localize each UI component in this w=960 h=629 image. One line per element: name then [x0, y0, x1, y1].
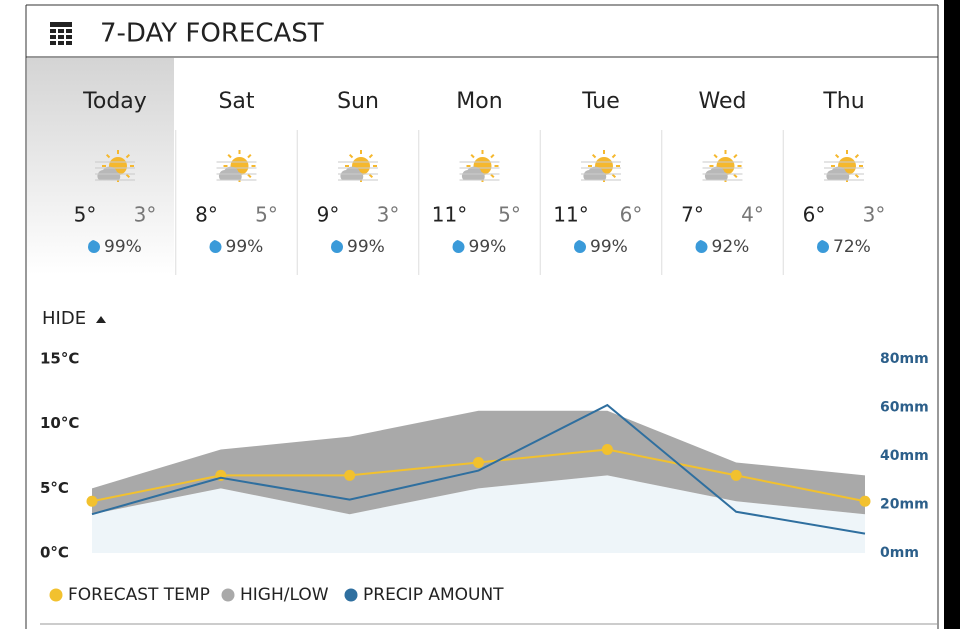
- legend-label: HIGH/LOW: [240, 585, 329, 605]
- sun-ray: [611, 173, 617, 179]
- weather-icon: [581, 150, 621, 182]
- y-tick-label: 0°C: [40, 544, 69, 562]
- high-temp: 7°: [681, 203, 704, 227]
- temp-point: [730, 469, 742, 481]
- precip-chance: 99%: [104, 237, 142, 257]
- day-name: Tue: [581, 89, 620, 114]
- weather-icon: [702, 150, 743, 182]
- sun-ray: [470, 153, 475, 159]
- today-highlight: [27, 58, 174, 275]
- hide-toggle[interactable]: HIDE: [42, 308, 86, 329]
- y-tick-label: 15°C: [40, 350, 79, 368]
- series-line: [91, 403, 866, 535]
- legend-swatch: [344, 588, 358, 602]
- high-temp: 11°: [432, 203, 467, 227]
- precip-chance: 92%: [712, 237, 750, 257]
- y2-tick-label: 20mm: [880, 497, 929, 513]
- temp-point: [473, 456, 484, 468]
- sun-ray: [368, 173, 374, 179]
- weather-icon: [824, 150, 864, 182]
- drop-icon: [88, 240, 100, 253]
- high-temp: 6°: [803, 203, 826, 227]
- sun-ray: [247, 153, 252, 159]
- legend-label: PRECIP AMOUNT: [363, 585, 504, 605]
- header-title: 7-DAY FORECAST: [100, 19, 324, 49]
- sun-ray: [247, 173, 252, 179]
- sun-ray: [368, 153, 374, 159]
- day-name: Sat: [218, 89, 254, 114]
- legend-label: FORECAST TEMP: [68, 585, 210, 605]
- low-area: [92, 475, 865, 553]
- y2-tick-label: 0mm: [880, 545, 919, 561]
- sun-ray: [490, 153, 495, 159]
- low-temp: 3°: [134, 203, 157, 227]
- sun-ray: [854, 173, 860, 179]
- day-name: Wed: [699, 89, 747, 114]
- legend-swatch: [49, 588, 63, 602]
- low-temp: 3°: [377, 203, 400, 227]
- precip-chance: 72%: [833, 237, 871, 257]
- legend-swatch: [221, 588, 235, 602]
- drop-icon: [209, 240, 222, 253]
- day-name: Mon: [456, 89, 502, 114]
- high-temp: 5°: [74, 203, 97, 227]
- sun-ray: [105, 153, 111, 159]
- sun-ray: [591, 153, 597, 159]
- sun-ray: [713, 153, 718, 159]
- low-temp: 6°: [620, 203, 643, 227]
- sun-ray: [854, 153, 860, 159]
- day-name: Thu: [822, 89, 864, 114]
- precip-chance: 99%: [226, 237, 264, 257]
- sun-ray: [125, 173, 131, 179]
- low-temp: 5°: [498, 203, 521, 227]
- sun-ray: [611, 153, 617, 159]
- high-temp: 11°: [553, 203, 588, 227]
- precip-chance: 99%: [347, 237, 385, 257]
- drop-icon: [452, 240, 465, 253]
- toggle-arrow[interactable]: [96, 316, 106, 323]
- drop-icon: [331, 240, 343, 253]
- precip-chance: 99%: [469, 237, 507, 257]
- weather-icon: [338, 150, 378, 182]
- y-tick-label: 10°C: [40, 414, 79, 432]
- y2-tick-label: 60mm: [880, 400, 929, 416]
- temp-point: [86, 495, 98, 507]
- low-temp: 4°: [741, 203, 764, 227]
- y2-tick-label: 80mm: [880, 351, 929, 367]
- sun-ray: [348, 153, 354, 159]
- calendar-icon: [50, 22, 72, 45]
- weather-icon: [459, 150, 500, 182]
- high-temp: 9°: [317, 203, 340, 227]
- weather-icon: [95, 150, 135, 182]
- temp-point: [344, 469, 356, 481]
- sun-ray: [125, 153, 131, 159]
- low-temp: 3°: [863, 203, 886, 227]
- precip-chance: 99%: [590, 237, 628, 257]
- drop-icon: [817, 240, 829, 253]
- temp-point: [601, 444, 613, 456]
- sun-ray: [733, 173, 738, 179]
- day-name: Today: [82, 89, 147, 114]
- weather-icon: [216, 150, 257, 182]
- sun-ray: [834, 153, 840, 159]
- high-temp: 8°: [195, 203, 218, 227]
- edge: [944, 0, 960, 629]
- day-name: Sun: [337, 89, 379, 114]
- y-tick-label: 5°C: [40, 479, 69, 497]
- drop-icon: [574, 240, 586, 253]
- sun-ray: [733, 153, 738, 159]
- y2-tick-label: 40mm: [880, 448, 929, 464]
- sun-ray: [490, 173, 495, 179]
- low-temp: 5°: [255, 203, 278, 227]
- temp-point: [859, 495, 871, 507]
- sun-ray: [227, 153, 232, 159]
- drop-icon: [695, 240, 708, 253]
